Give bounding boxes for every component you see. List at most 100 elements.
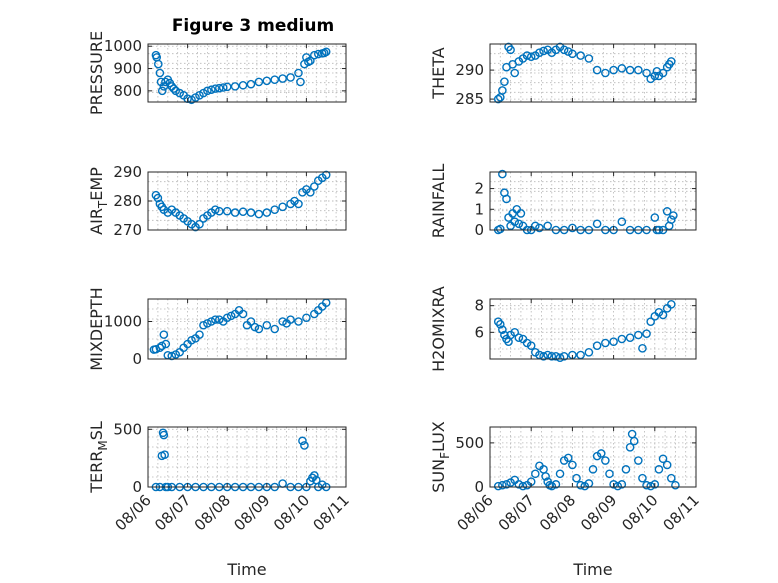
data-point bbox=[226, 311, 236, 321]
y-axis-label-main: AIR bbox=[87, 208, 106, 235]
data-point bbox=[286, 73, 295, 82]
data-point bbox=[296, 77, 305, 87]
data-point bbox=[568, 49, 577, 59]
data-point bbox=[547, 481, 557, 491]
axes-frame bbox=[489, 426, 697, 488]
data-point bbox=[650, 71, 660, 81]
y-axis-label-rest: SL bbox=[87, 421, 106, 440]
data-point bbox=[214, 206, 224, 216]
y-tick-label: 1 bbox=[474, 200, 484, 218]
y-tick-label: 8 bbox=[474, 297, 484, 315]
data-point bbox=[572, 473, 581, 483]
data-point bbox=[195, 219, 204, 229]
data-point bbox=[601, 68, 610, 78]
data-point bbox=[539, 46, 548, 56]
data-point bbox=[638, 473, 647, 483]
data-series bbox=[151, 170, 331, 232]
data-point bbox=[555, 353, 565, 362]
data-point bbox=[617, 217, 627, 227]
data-point bbox=[576, 480, 585, 490]
y-axis-label: SUNFLUX bbox=[429, 421, 452, 493]
data-point bbox=[510, 217, 520, 227]
data-point bbox=[601, 456, 610, 465]
data-point bbox=[516, 209, 526, 218]
data-point bbox=[576, 51, 585, 60]
data-point bbox=[551, 480, 561, 489]
data-point bbox=[246, 79, 256, 89]
data-point bbox=[222, 82, 232, 92]
data-point bbox=[262, 320, 272, 330]
y-axis-label: AIRTEMP bbox=[87, 167, 110, 235]
data-point bbox=[159, 430, 169, 440]
subplot-terrmsl: 0500TERRMSL08/0608/0708/0808/0908/1008/1… bbox=[87, 420, 353, 579]
data-point bbox=[214, 315, 224, 324]
data-point bbox=[502, 194, 511, 204]
data-point bbox=[262, 76, 272, 86]
axes-frame bbox=[489, 43, 697, 103]
x-tick-label: 08/08 bbox=[536, 491, 579, 534]
x-tick-label: 08/11 bbox=[660, 491, 703, 534]
data-point bbox=[510, 328, 520, 337]
data-point bbox=[160, 450, 169, 459]
x-axis-label: Time bbox=[226, 560, 266, 579]
y-tick-label: 270 bbox=[113, 221, 142, 239]
y-tick-label: 900 bbox=[113, 60, 142, 78]
data-point bbox=[270, 205, 280, 214]
data-point bbox=[646, 317, 655, 326]
data-point bbox=[254, 324, 264, 334]
data-point bbox=[658, 454, 668, 464]
data-point bbox=[278, 317, 287, 326]
data-point bbox=[222, 206, 232, 216]
data-point bbox=[609, 65, 618, 75]
data-point bbox=[592, 341, 602, 350]
y-axis-label-main: SUN bbox=[429, 459, 448, 493]
data-point bbox=[609, 480, 618, 489]
data-point bbox=[238, 207, 248, 217]
data-point bbox=[514, 480, 524, 489]
data-point bbox=[498, 169, 507, 179]
data-point bbox=[617, 334, 627, 344]
data-series bbox=[493, 42, 676, 104]
y-axis-label-main: TERR bbox=[87, 451, 106, 494]
data-point bbox=[313, 49, 323, 59]
data-point bbox=[592, 219, 602, 229]
data-point bbox=[605, 469, 614, 479]
y-tick-label: 500 bbox=[113, 420, 142, 438]
x-tick-label: 08/10 bbox=[270, 491, 313, 534]
data-point bbox=[153, 193, 163, 203]
y-tick-label: 800 bbox=[113, 82, 142, 100]
data-point bbox=[662, 207, 672, 216]
data-point bbox=[510, 68, 520, 78]
data-point bbox=[294, 199, 303, 209]
data-point bbox=[535, 48, 544, 58]
data-point bbox=[518, 481, 528, 491]
data-point bbox=[262, 208, 272, 217]
data-point bbox=[634, 65, 643, 75]
data-point bbox=[563, 47, 573, 56]
data-point bbox=[617, 480, 627, 489]
data-point bbox=[157, 86, 167, 96]
data-point bbox=[161, 77, 170, 87]
data-point bbox=[498, 325, 507, 334]
data-point bbox=[498, 480, 507, 490]
data-point bbox=[157, 341, 167, 351]
y-tick-label: 2 bbox=[474, 180, 484, 198]
y-axis-label: THETA bbox=[429, 47, 448, 99]
data-point bbox=[559, 352, 569, 361]
data-point bbox=[155, 68, 165, 78]
x-tick-label: 08/07 bbox=[151, 491, 194, 534]
data-point bbox=[650, 480, 660, 489]
data-point bbox=[238, 80, 248, 90]
data-point bbox=[495, 320, 505, 329]
data-point bbox=[522, 51, 532, 60]
grid bbox=[147, 171, 347, 231]
data-point bbox=[203, 319, 212, 328]
data-point bbox=[246, 317, 256, 326]
data-point bbox=[669, 211, 678, 220]
data-point bbox=[207, 85, 216, 95]
data-point bbox=[495, 224, 505, 234]
subplot-h2omixra: 6 8 H2OMIXRA bbox=[429, 286, 697, 372]
data-series bbox=[151, 47, 331, 105]
